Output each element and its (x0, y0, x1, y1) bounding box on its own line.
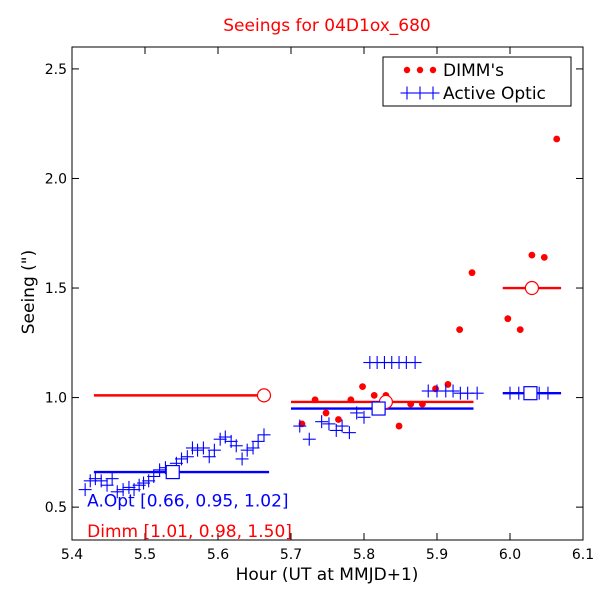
aopt-point (105, 472, 119, 486)
dimm-point (528, 251, 536, 259)
aopt-point (175, 452, 188, 466)
legend: DIMM's Active Optic (400, 61, 546, 104)
legend-dimm-marker (403, 66, 411, 74)
dimm-point (322, 409, 330, 417)
aopt-point (541, 386, 555, 400)
axes-frame (71, 46, 584, 541)
y-axis-label: Seeing (") (19, 250, 39, 335)
aopt-point (342, 426, 356, 440)
dimm-point (504, 315, 512, 323)
aopt-point (153, 463, 167, 477)
aopt-point (357, 410, 371, 424)
legend-dimm-marker (429, 66, 437, 74)
aopt-point (196, 441, 210, 455)
dimm-point (516, 326, 524, 334)
aopt-point (322, 417, 336, 431)
x-tick-label: 5.4 (61, 547, 83, 563)
aopt-point (240, 443, 254, 457)
aopt-point (213, 432, 227, 446)
aopt-point (246, 441, 260, 455)
aopt-point (408, 356, 422, 370)
dimm-point (359, 383, 366, 391)
dimm-point (407, 400, 415, 408)
aopt-point (302, 432, 316, 446)
legend-label-aopt: Active Optic (443, 84, 546, 104)
legend-label-dimm: DIMM's (443, 61, 504, 81)
legend-box (382, 56, 572, 107)
chart-title: Seeings for 04D1ox_680 (223, 16, 430, 36)
aopt-point (83, 474, 97, 488)
dimm-mean-marker (524, 280, 540, 296)
aopt-point (88, 472, 102, 486)
y-tick-label: 0.5 (45, 500, 67, 516)
plot-area: 5.4 5.5 5.6 5.7 5.8 5.9 6.0 6.1 0.5 1.0 1.5 2.0 2.5 A… (45, 46, 594, 563)
aopt-mean-marker (165, 464, 180, 480)
x-tick-label: 5.7 (280, 547, 302, 563)
dimm-point (419, 400, 426, 408)
aopt-mean-marker (523, 386, 538, 401)
x-tick-label: 5.9 (426, 547, 448, 563)
y-tick-label: 1.0 (45, 391, 67, 407)
aopt-point (446, 384, 460, 398)
aopt-point (185, 441, 199, 455)
x-tick-label: 6.1 (572, 547, 594, 563)
plot-background (72, 47, 583, 540)
dimm-annotation: Dimm [1.01, 0.98, 1.50] (87, 522, 292, 542)
x-tick-label: 5.8 (353, 547, 375, 563)
aopt-point (180, 450, 194, 464)
aopt-point (350, 406, 364, 420)
y-tick-label: 2.0 (45, 171, 67, 187)
aopt-point (202, 450, 216, 464)
dimm-point (468, 269, 476, 277)
aopt-point (110, 485, 124, 499)
aopt-point (116, 483, 130, 497)
x-tick-label: 6.0 (499, 547, 521, 563)
dimm-point (370, 391, 378, 399)
y-tick-label: 1.5 (45, 281, 67, 297)
x-tick-label: 5.5 (134, 547, 156, 563)
dimm-mean-marker (256, 388, 272, 403)
aopt-point (257, 428, 271, 442)
dimm-point (395, 422, 403, 430)
aopt-point (191, 443, 205, 457)
legend-dimm-marker (416, 66, 424, 74)
aopt-point (251, 434, 265, 448)
aopt-annotation: A.Opt [0.66, 0.95, 1.02] (87, 492, 288, 512)
aopt-mean-marker (371, 401, 386, 416)
dimm-point (311, 396, 319, 404)
aopt-point (335, 419, 349, 433)
aopt-point (137, 476, 151, 490)
y-tick-label: 2.5 (45, 62, 67, 78)
aopt-point (122, 480, 136, 494)
aopt-point (470, 386, 484, 400)
x-axis-label: Hour (UT at MMJD+1) (236, 565, 419, 585)
aopt-point (207, 443, 221, 457)
dimm-point (553, 135, 561, 143)
x-tick-label: 5.6 (207, 547, 229, 563)
aopt-point (78, 483, 92, 497)
dimm-point (347, 396, 355, 404)
aopt-point (147, 469, 161, 483)
aopt-point (100, 478, 114, 492)
aopt-point (293, 419, 307, 433)
aopt-point (315, 415, 329, 429)
aopt-point (229, 439, 243, 453)
aopt-point (235, 452, 249, 466)
dimm-point (335, 416, 342, 423)
dimm-point (540, 253, 548, 261)
dimm-point (456, 326, 464, 334)
